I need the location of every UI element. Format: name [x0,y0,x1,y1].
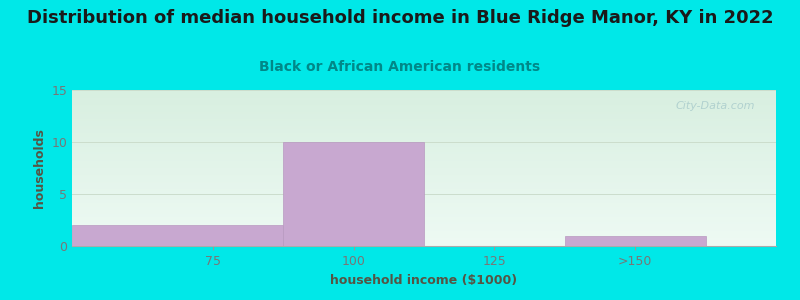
Bar [565,236,706,246]
Y-axis label: households: households [33,128,46,208]
Text: Distribution of median household income in Blue Ridge Manor, KY in 2022: Distribution of median household income … [26,9,774,27]
X-axis label: household income ($1000): household income ($1000) [330,274,518,286]
Text: City-Data.com: City-Data.com [675,101,755,111]
Bar [283,142,424,246]
Text: Black or African American residents: Black or African American residents [259,60,541,74]
Bar [72,225,283,246]
